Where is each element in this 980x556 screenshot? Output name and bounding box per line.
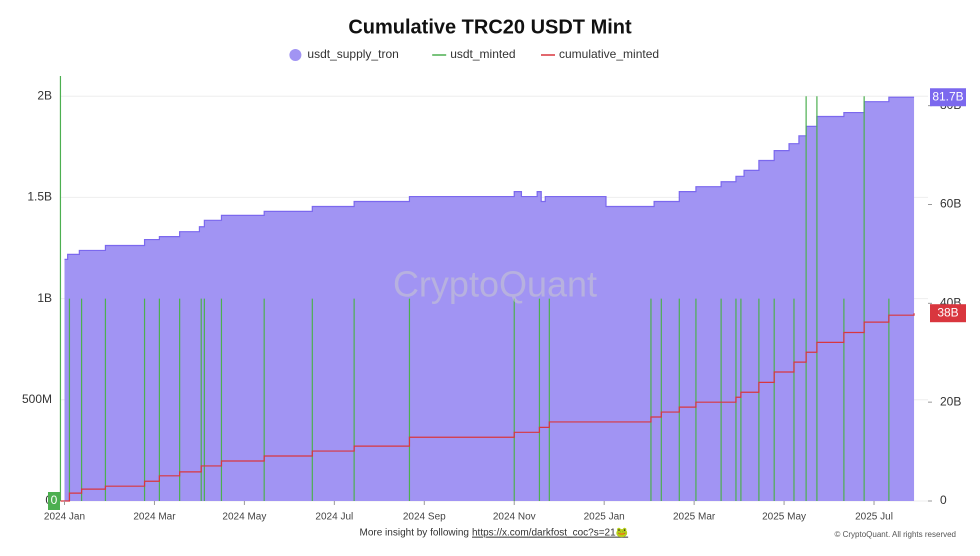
x-tick-label: 2024 May: [222, 512, 266, 523]
end-label-box: [930, 304, 966, 323]
y2-tick-label: 60B: [940, 197, 961, 211]
end-label: 0: [51, 493, 58, 507]
footer-link[interactable]: https://x.com/darkfost_coc?s=21🐸: [472, 527, 628, 539]
legend-label: cumulative_minted: [559, 47, 659, 61]
x-tick-label: 2025 Mar: [673, 512, 716, 523]
series-line: [60, 313, 915, 502]
x-tick-label: 2024 Nov: [493, 512, 536, 523]
legend-swatch: [289, 49, 302, 61]
supply-area: [64, 97, 915, 501]
end-label-box: [930, 88, 966, 107]
watermark: CryptoQuant: [393, 264, 597, 305]
series-line: [64, 96, 915, 260]
x-tick-label: 2025 Jul: [855, 512, 893, 523]
y-tick-label: 2B: [37, 88, 52, 102]
y-tick-label: 1B: [37, 291, 52, 305]
legend-label: usdt_supply_tron: [307, 47, 398, 61]
x-tick-label: 2025 May: [762, 512, 806, 523]
end-label: 81.7B: [932, 89, 963, 103]
legend: usdt_supply_tron usdt_minted cumulative_mi…: [289, 47, 659, 61]
x-tick-label: 2024 Mar: [133, 512, 176, 523]
y2-tick-label: 0: [940, 493, 947, 507]
end-label-box: [48, 492, 60, 510]
x-tick-label: 2024 Jul: [315, 512, 353, 523]
chart-title: Cumulative TRC20 USDT Mint: [348, 16, 632, 38]
plot-area: [59, 76, 928, 502]
y2-tick-label: 20B: [940, 394, 961, 408]
end-label: 38B: [937, 305, 958, 319]
x-tick-label: 2025 Jan: [584, 512, 625, 523]
x-tick-label: 2024 Sep: [403, 512, 446, 523]
legend-label: usdt_minted: [450, 47, 515, 61]
x-tick-label: 2024 Jan: [44, 512, 85, 523]
y-tick-label: 1.5B: [27, 190, 52, 204]
copyright: © CryptoQuant. All rights reserved: [835, 530, 957, 539]
footer-text: More insight by following: [360, 528, 470, 539]
y-tick-label: 500M: [22, 392, 52, 406]
